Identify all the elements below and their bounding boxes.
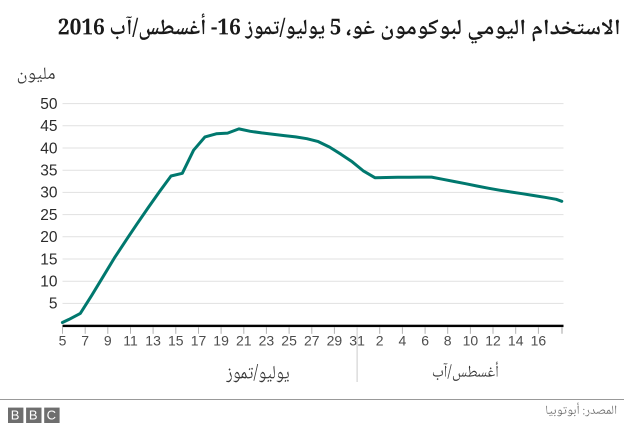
svg-text:2: 2 bbox=[376, 333, 384, 349]
svg-text:40: 40 bbox=[40, 140, 58, 157]
svg-text:17: 17 bbox=[191, 333, 207, 349]
svg-text:5: 5 bbox=[49, 296, 58, 313]
svg-text:13: 13 bbox=[145, 333, 161, 349]
svg-text:15: 15 bbox=[40, 251, 57, 268]
svg-text:4: 4 bbox=[399, 333, 407, 349]
svg-text:7: 7 bbox=[81, 333, 89, 349]
svg-text:29: 29 bbox=[327, 333, 343, 349]
svg-text:5: 5 bbox=[59, 333, 67, 349]
svg-text:14: 14 bbox=[508, 333, 524, 349]
svg-text:23: 23 bbox=[259, 333, 275, 349]
svg-text:50: 50 bbox=[40, 96, 58, 113]
svg-text:9: 9 bbox=[104, 333, 112, 349]
svg-text:B: B bbox=[29, 408, 38, 423]
svg-text:12: 12 bbox=[485, 333, 501, 349]
svg-text:35: 35 bbox=[40, 163, 57, 180]
svg-text:6: 6 bbox=[421, 333, 429, 349]
svg-text:45: 45 bbox=[40, 118, 57, 135]
svg-text:31: 31 bbox=[349, 333, 365, 349]
svg-text:16: 16 bbox=[531, 333, 547, 349]
svg-text:25: 25 bbox=[40, 207, 57, 224]
svg-text:30: 30 bbox=[40, 185, 58, 202]
svg-text:B: B bbox=[11, 408, 20, 423]
svg-text:21: 21 bbox=[236, 333, 252, 349]
svg-text:8: 8 bbox=[444, 333, 452, 349]
svg-text:10: 10 bbox=[463, 333, 479, 349]
svg-text:11: 11 bbox=[123, 333, 138, 349]
svg-text:C: C bbox=[47, 408, 56, 423]
svg-text:27: 27 bbox=[304, 333, 320, 349]
svg-text:25: 25 bbox=[281, 333, 297, 349]
svg-text:19: 19 bbox=[213, 333, 229, 349]
svg-text:15: 15 bbox=[168, 333, 184, 349]
svg-text:20: 20 bbox=[40, 229, 58, 246]
svg-text:10: 10 bbox=[40, 274, 58, 291]
